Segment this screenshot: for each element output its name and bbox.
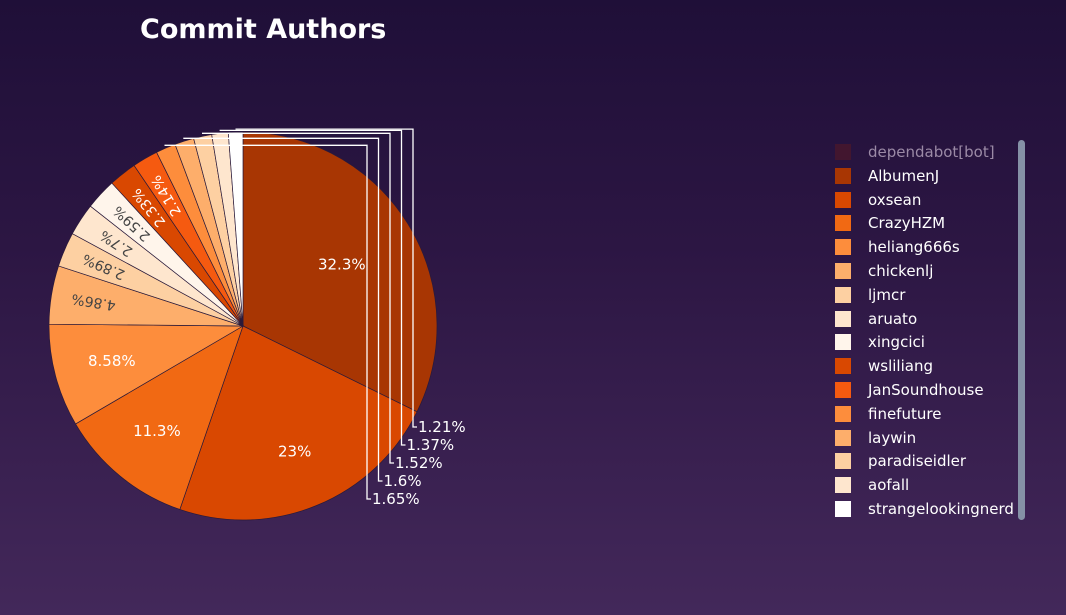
legend-swatch xyxy=(835,501,851,517)
legend-label: paradiseidler xyxy=(868,452,967,471)
legend-item-dependabot-bot-[interactable]: dependabot[bot] xyxy=(830,142,995,162)
legend-item-xingcici[interactable]: xingcici xyxy=(830,332,925,352)
legend-label: strangelookingnerd xyxy=(868,500,1014,518)
legend-item-aruato[interactable]: aruato xyxy=(830,309,917,329)
legend-swatch xyxy=(835,429,851,446)
legend-item-albumenj[interactable]: AlbumenJ xyxy=(830,166,939,186)
legend-swatch xyxy=(835,405,851,422)
legend-swatch xyxy=(835,453,851,470)
legend-label: finefuture xyxy=(868,404,942,423)
legend-label: wsliliang xyxy=(868,357,933,376)
legend-label: laywin xyxy=(868,428,917,447)
legend-item-finefuture[interactable]: finefuture xyxy=(830,404,941,424)
legend-scrollbar[interactable] xyxy=(1018,140,1025,520)
legend-label: ljmcr xyxy=(868,285,906,304)
slice-label: 23% xyxy=(278,443,311,461)
legend-swatch xyxy=(835,215,851,232)
slice-leader-line xyxy=(202,132,394,464)
legend-label: aruato xyxy=(868,309,918,328)
pie-slice-crazyhzm[interactable] xyxy=(75,325,244,510)
slice-label: 1.6% xyxy=(384,472,422,490)
slice-label: 11.3% xyxy=(133,422,181,440)
slice-leader-line xyxy=(235,128,417,428)
legend-label: heliang666s xyxy=(868,238,960,257)
legend-item-paradiseidler[interactable]: paradiseidler xyxy=(830,451,966,471)
legend-swatch xyxy=(835,477,851,494)
legend-swatch xyxy=(835,191,851,208)
legend-label: dependabot[bot] xyxy=(868,143,995,161)
legend-label: aofall xyxy=(868,476,910,495)
legend: dependabot[bot] AlbumenJ oxsean CrazyHZM hel… xyxy=(830,140,1030,520)
legend-item-strangelookingnerd[interactable]: strangelookingnerd xyxy=(830,499,1014,519)
legend-label: xingcici xyxy=(868,333,925,352)
slice-label: 1.21% xyxy=(418,418,466,436)
pie-slice-strangelookingnerd[interactable] xyxy=(227,131,244,327)
legend-swatch xyxy=(835,144,851,160)
legend-label: AlbumenJ xyxy=(868,166,940,185)
legend-swatch xyxy=(835,382,851,398)
slice-label: 32.3% xyxy=(318,256,366,274)
legend-label: CrazyHZM xyxy=(868,214,946,233)
legend-item-chickenlj[interactable]: chickenlj xyxy=(830,261,933,281)
legend-swatch xyxy=(835,167,851,184)
slice-label: 1.65% xyxy=(372,490,420,508)
slice-label: 1.37% xyxy=(407,436,455,454)
legend-swatch xyxy=(835,239,851,256)
slice-leader-line xyxy=(183,137,383,482)
chart-title: Commit Authors xyxy=(140,14,387,45)
slice-label: 8.58% xyxy=(88,352,136,370)
legend-label: chickenlj xyxy=(868,262,934,280)
legend-item-wsliliang[interactable]: wsliliang xyxy=(830,356,933,376)
legend-item-ljmcr[interactable]: ljmcr xyxy=(830,285,905,305)
legend-item-crazyhzm[interactable]: CrazyHZM xyxy=(830,213,945,233)
legend-item-heliang666s[interactable]: heliang666s xyxy=(830,237,960,257)
legend-item-aofall[interactable]: aofall xyxy=(830,475,909,495)
legend-swatch xyxy=(835,310,851,327)
legend-swatch xyxy=(835,334,851,351)
legend-item-jansoundhouse[interactable]: JanSoundhouse xyxy=(830,380,984,400)
legend-label: JanSoundhouse xyxy=(868,381,984,399)
legend-item-oxsean[interactable]: oxsean xyxy=(830,190,921,210)
slice-leader-line xyxy=(219,129,406,446)
pie-slice-oxsean[interactable] xyxy=(179,325,418,521)
legend-swatch xyxy=(835,358,851,375)
legend-swatch xyxy=(835,263,851,279)
slice-leader-line xyxy=(164,144,371,500)
legend-label: oxsean xyxy=(868,190,922,209)
slice-label: 4.86% xyxy=(70,290,116,313)
slice-label: 1.52% xyxy=(395,454,443,472)
pie-slice-heliang666s[interactable] xyxy=(48,323,245,425)
legend-item-laywin[interactable]: laywin xyxy=(830,428,916,448)
legend-swatch xyxy=(835,286,851,303)
